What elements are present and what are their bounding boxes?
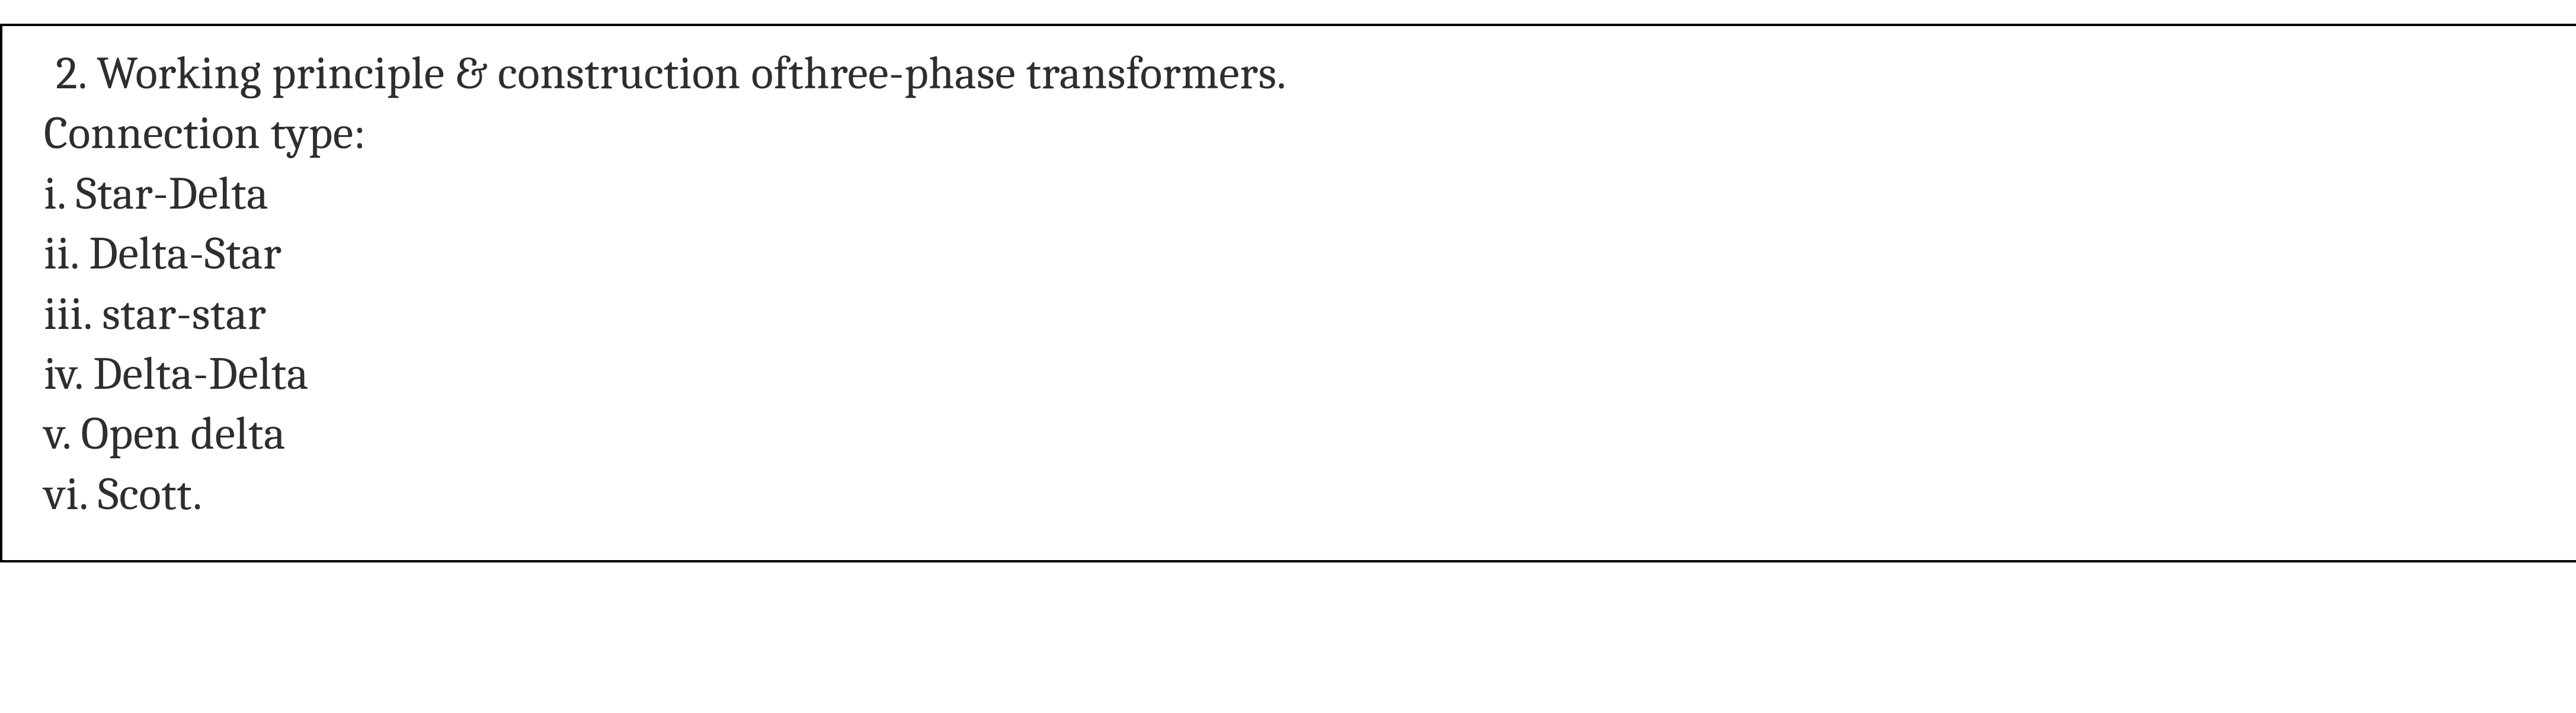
connection-type-label: Connection type: (38, 104, 2552, 164)
table-cell: 2. Working principle & construction ofth… (0, 24, 2576, 562)
list-item: ii. Delta-Star (38, 224, 2552, 284)
list-item: vi. Scott. (38, 465, 2552, 525)
list-item: v. Open delta (38, 404, 2552, 464)
document-container: 2. Working principle & construction ofth… (0, 0, 2576, 713)
list-item: i. Star-Delta (38, 164, 2552, 224)
list-item: iv. Delta-Delta (38, 344, 2552, 404)
list-item: iii. star-star (38, 284, 2552, 344)
section-heading: 2. Working principle & construction ofth… (38, 44, 2552, 104)
